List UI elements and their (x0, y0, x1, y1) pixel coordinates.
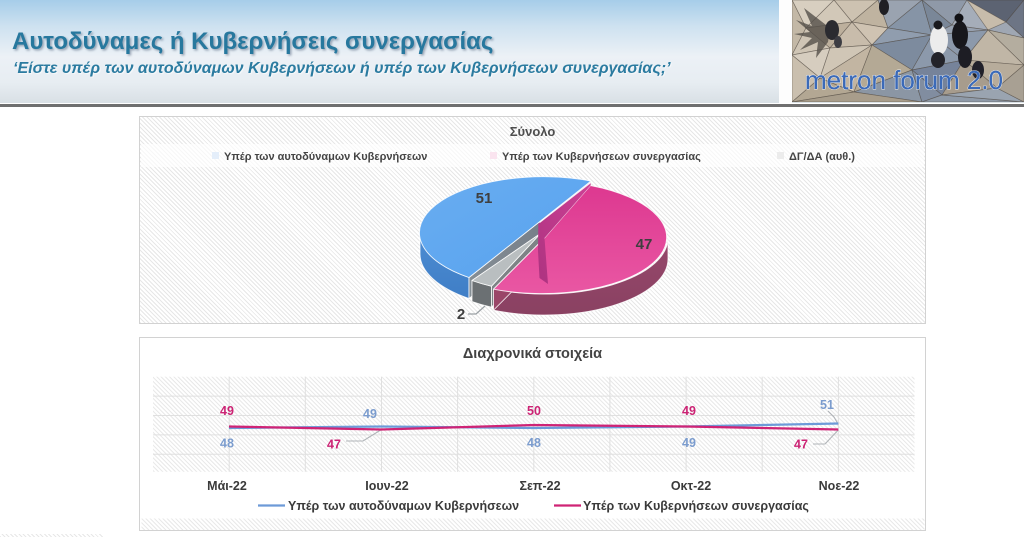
svg-text:48: 48 (220, 437, 234, 451)
svg-text:49: 49 (220, 404, 234, 418)
svg-text:51: 51 (476, 190, 493, 207)
svg-text:47: 47 (636, 236, 653, 253)
svg-text:Μάι-22: Μάι-22 (207, 479, 247, 493)
svg-text:2: 2 (457, 306, 465, 323)
svg-text:48: 48 (527, 436, 541, 450)
svg-text:metron forum 2.0: metron forum 2.0 (805, 65, 1003, 95)
svg-text:Υπέρ των Κυβερνήσεων συνεργασί: Υπέρ των Κυβερνήσεων συνεργασίας (583, 499, 809, 513)
svg-text:49: 49 (682, 436, 696, 450)
svg-text:Νοε-22: Νοε-22 (819, 479, 860, 493)
svg-text:Ιουν-22: Ιουν-22 (365, 479, 408, 493)
svg-text:49: 49 (363, 407, 377, 421)
svg-text:47: 47 (794, 438, 808, 452)
svg-text:51: 51 (820, 398, 834, 412)
svg-text:49: 49 (682, 404, 696, 418)
svg-text:Οκτ-22: Οκτ-22 (671, 479, 711, 493)
svg-text:metron forum 2.0: metron forum 2.0 (805, 65, 1003, 95)
svg-text:Σεπ-22: Σεπ-22 (519, 479, 560, 493)
svg-text:Υπέρ των αυτοδύναμων Κυβερνήσε: Υπέρ των αυτοδύναμων Κυβερνήσεων (288, 499, 519, 513)
svg-text:47: 47 (327, 438, 341, 452)
svg-text:50: 50 (527, 404, 541, 418)
